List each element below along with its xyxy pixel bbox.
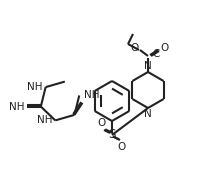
Text: NH: NH — [9, 102, 25, 112]
Text: NH: NH — [84, 90, 99, 100]
Text: C: C — [151, 49, 159, 59]
Text: S: S — [108, 129, 115, 142]
Text: N: N — [143, 61, 151, 71]
Text: O: O — [117, 142, 125, 152]
Text: O: O — [97, 118, 106, 128]
Text: O: O — [130, 43, 138, 53]
Text: NH: NH — [36, 115, 52, 125]
Text: O: O — [159, 43, 167, 53]
Text: N: N — [143, 109, 151, 119]
Text: NH: NH — [27, 82, 42, 92]
